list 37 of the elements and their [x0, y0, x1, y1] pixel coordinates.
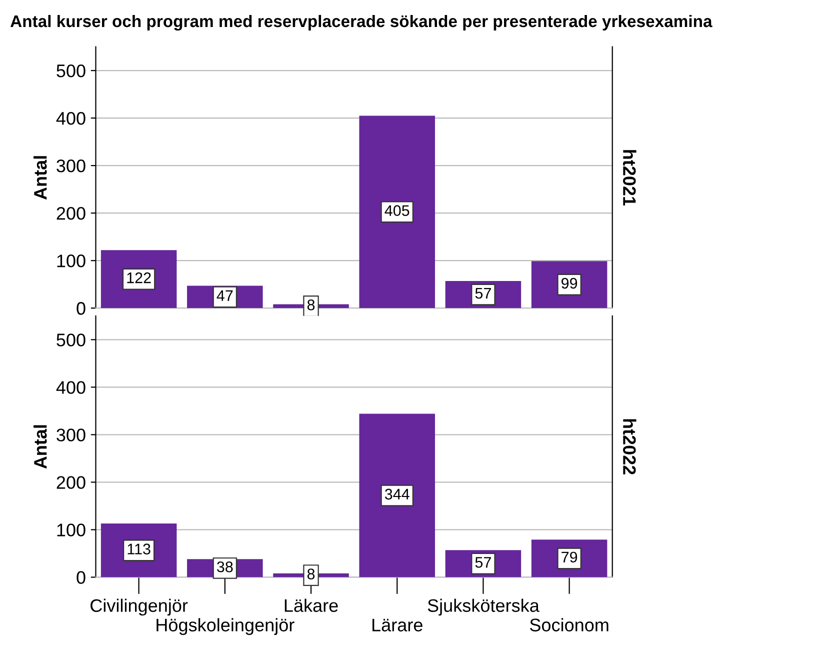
bar [359, 414, 435, 578]
data-label: 405 [384, 205, 410, 216]
y-tick-label: 200 [56, 207, 86, 220]
y-tick-label: 100 [57, 254, 86, 268]
data-label: 8 [307, 568, 315, 580]
y-tick-label: 500 [56, 64, 86, 78]
data-label: 113 [128, 544, 150, 554]
bar [359, 116, 435, 308]
x-tick-label: Sjuksköterska [428, 598, 540, 616]
y-tick-label: 100 [57, 524, 86, 536]
data-label: 99 [562, 278, 578, 289]
data-label: 57 [475, 557, 491, 568]
y-tick-label: 300 [56, 160, 86, 172]
y-tick-label: 500 [56, 334, 86, 346]
data-label: 79 [562, 552, 578, 563]
chart-title: Antal kurser och program med reservplacerade sökande per presenterade yrkesexamina [10, 14, 712, 31]
y2-axis-title: ht2022 [623, 419, 636, 474]
data-label: 344 [384, 488, 410, 500]
x-tick-label: Socionom [530, 618, 608, 632]
data-label: 8 [307, 299, 315, 310]
x-tick-label: Läkare [284, 598, 338, 612]
y-tick-label: 200 [56, 476, 86, 489]
y-tick-label: 400 [56, 112, 86, 125]
y-tick-label: 0 [76, 571, 86, 584]
x-tick-label: Lärare [372, 618, 422, 632]
y-tick-label: 400 [56, 381, 86, 394]
x-tick-label: Civilingenjör [90, 598, 188, 616]
y2-axis-title: ht2021 [623, 150, 636, 206]
data-label: 47 [216, 290, 233, 301]
y-tick-label: 0 [76, 302, 86, 315]
y-axis-title: Antal [34, 425, 47, 469]
y-tick-label: 300 [56, 428, 86, 442]
x-tick-label: Högskoleingenjör [156, 618, 294, 636]
y-axis-title: Antal [34, 156, 47, 200]
data-label: 122 [127, 272, 151, 284]
data-label: 38 [216, 561, 233, 572]
data-label: 57 [475, 288, 491, 299]
